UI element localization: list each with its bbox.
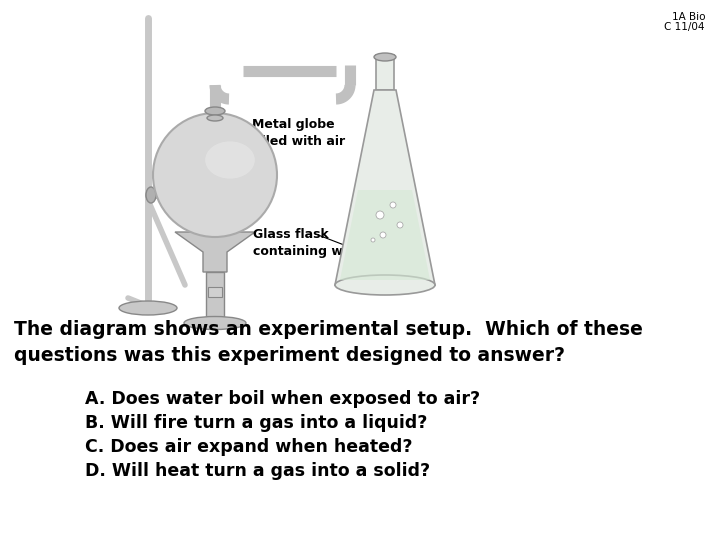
Ellipse shape xyxy=(205,141,255,179)
Text: 1A Bio: 1A Bio xyxy=(672,12,705,22)
Text: C. Does air expand when heated?: C. Does air expand when heated? xyxy=(85,438,413,456)
FancyBboxPatch shape xyxy=(206,272,224,317)
Text: Metal globe
filled with air: Metal globe filled with air xyxy=(252,118,345,148)
Circle shape xyxy=(376,211,384,219)
Circle shape xyxy=(390,202,396,208)
Text: B. Will fire turn a gas into a liquid?: B. Will fire turn a gas into a liquid? xyxy=(85,414,428,432)
Ellipse shape xyxy=(205,107,225,115)
Polygon shape xyxy=(175,232,255,272)
Circle shape xyxy=(371,238,375,242)
Polygon shape xyxy=(340,190,430,280)
FancyBboxPatch shape xyxy=(208,287,222,297)
Ellipse shape xyxy=(207,115,223,121)
Text: A. Does water boil when exposed to air?: A. Does water boil when exposed to air? xyxy=(85,390,480,408)
Ellipse shape xyxy=(335,275,435,295)
Text: The diagram shows an experimental setup.  Which of these
questions was this expe: The diagram shows an experimental setup.… xyxy=(14,320,643,364)
FancyBboxPatch shape xyxy=(376,55,394,90)
Polygon shape xyxy=(335,90,435,285)
Circle shape xyxy=(153,113,277,237)
Ellipse shape xyxy=(119,301,177,315)
Text: D. Will heat turn a gas into a solid?: D. Will heat turn a gas into a solid? xyxy=(85,462,430,480)
Text: Glass flask
containing water: Glass flask containing water xyxy=(253,228,372,258)
Ellipse shape xyxy=(184,316,246,329)
Circle shape xyxy=(380,232,386,238)
Circle shape xyxy=(397,222,403,228)
Ellipse shape xyxy=(146,187,156,203)
Ellipse shape xyxy=(374,53,396,61)
Text: C 11/04: C 11/04 xyxy=(665,22,705,32)
